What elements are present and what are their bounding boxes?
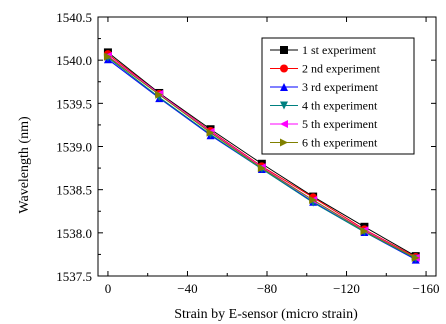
legend-label: 3 rd experiment	[302, 80, 379, 94]
data-point	[411, 253, 420, 262]
y-tick-label: 1540.0	[56, 53, 92, 68]
legend: 1 st experiment 2 nd experiment 3 rd exper…	[261, 37, 415, 155]
legend-label: 2 nd experiment	[302, 62, 381, 76]
legend-box	[261, 37, 415, 155]
y-axis-title: Wavelength (nm)	[17, 116, 32, 214]
data-point	[360, 227, 369, 236]
legend-label: 6 th experiment	[302, 136, 378, 150]
y-tick-label: 1537.5	[56, 269, 92, 284]
data-point	[206, 128, 215, 137]
data-point	[155, 90, 164, 99]
x-tick-label: −80	[257, 281, 277, 296]
y-tick-label: 1538.5	[56, 183, 92, 198]
legend-label: 4 th experiment	[302, 99, 378, 113]
y-tick-label: 1540.5	[56, 10, 92, 25]
x-tick-label: −160	[413, 281, 440, 296]
legend-label: 1 st experiment	[302, 43, 377, 57]
x-axis-title: Strain by E-sensor (micro strain)	[174, 307, 358, 322]
data-point	[103, 52, 112, 61]
x-tick-label: −120	[333, 281, 360, 296]
data-point	[257, 164, 266, 173]
x-tick-label: 0	[105, 281, 112, 296]
x-tick-label: −40	[177, 281, 197, 296]
legend-marker	[280, 101, 288, 110]
legend-marker	[280, 46, 288, 54]
data-point	[309, 196, 318, 205]
series-layer	[103, 48, 420, 264]
legend-marker	[280, 120, 288, 128]
series-6	[103, 52, 420, 262]
legend-marker	[280, 64, 288, 73]
legend-label: 5 th experiment	[302, 117, 378, 131]
axes: 0 −40 −80 −120 −160 1537.5 1538.0 1538.5 1539.0 1…	[56, 10, 439, 296]
legend-marker	[280, 83, 288, 91]
y-tick-label: 1539.5	[56, 96, 92, 111]
legend-marker	[280, 138, 288, 147]
y-tick-label: 1538.0	[56, 226, 92, 241]
y-tick-label: 1539.0	[56, 140, 92, 155]
